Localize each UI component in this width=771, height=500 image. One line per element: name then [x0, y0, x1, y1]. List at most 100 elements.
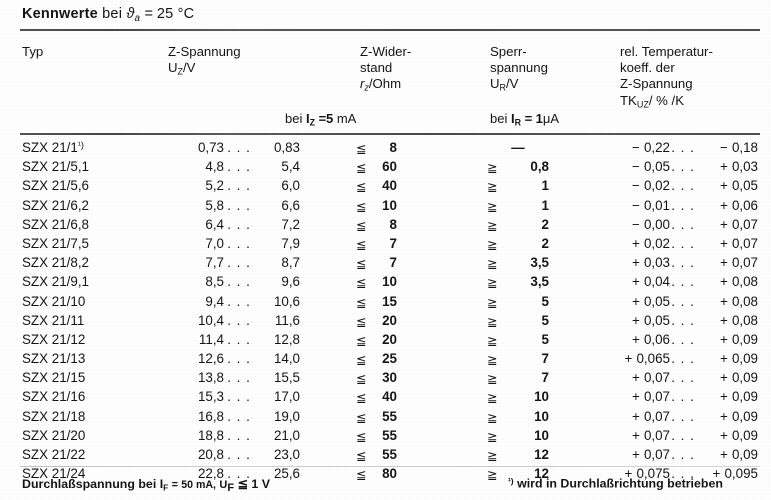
- tk-max-sign: +: [712, 466, 721, 482]
- cell-tk-max: +0,05: [719, 178, 758, 194]
- table-bottom-rule: [20, 466, 760, 467]
- column-header-z-spannung-label: Z-Spannung: [168, 44, 241, 59]
- tk-min-sign: +: [631, 389, 640, 405]
- footnote-symbol2-subscript: F: [227, 482, 235, 495]
- cell-tk-max: +0,09: [719, 427, 758, 443]
- range-dots: . . .: [227, 427, 251, 443]
- cell-rz-value: 55: [382, 408, 397, 424]
- cell-uz-min: 0,73: [197, 140, 224, 155]
- cell-rz-value: 40: [382, 178, 397, 194]
- cell-z-spannung: 5,8. . . 6,6: [180, 198, 332, 213]
- cell-temperaturkoeffizient: +0,06. . . +0,09: [612, 332, 764, 347]
- cell-sperrspannung: ≧ 5: [487, 294, 553, 310]
- greater-or-equal-icon: ≧: [487, 276, 498, 291]
- cell-sperrspannung: ≧ 3,5: [487, 274, 553, 291]
- less-or-equal-icon: ≦: [356, 199, 367, 214]
- cell-z-spannung: 7,0. . . 7,9: [180, 236, 332, 251]
- tk-max-sign: +: [719, 274, 728, 290]
- range-dots: . . .: [227, 408, 251, 424]
- cell-rz-value: 8: [389, 216, 397, 232]
- column-header-sperrspannung-label: Sperr-: [490, 44, 527, 59]
- cell-typ: SZX 21/5,1: [22, 159, 89, 175]
- cell-tk-min: +0,07: [631, 389, 670, 405]
- column-header-tk-label2: koeff. der: [620, 60, 675, 76]
- cell-typ: SZX 21/24: [22, 466, 86, 482]
- cell-uz-max: 19,0: [273, 408, 300, 424]
- cell-z-spannung: 10,4. . . 11,6: [180, 313, 332, 328]
- cell-z-widerstand: ≦ 20: [356, 332, 434, 348]
- range-dots: . . .: [227, 235, 251, 251]
- table-row: SZX 21/6,8 6,4. . . 7,2 ≦ 8 ≧ 2−0,00. . . +0,07: [0, 217, 771, 236]
- cell-uz-max: 9,6: [281, 274, 300, 290]
- cell-tk-max: +0,09: [719, 389, 758, 405]
- cell-rz-value: 25: [382, 351, 397, 367]
- table-row: SZX 21/12 11,4. . . 12,8 ≦ 20 ≧ 5 +0,06. . . +0,…: [0, 332, 771, 351]
- cell-z-spannung: 22,8. . . 25,6: [180, 466, 332, 481]
- cell-z-widerstand: ≦ 80: [356, 466, 434, 483]
- cell-tk-max: −0,18: [719, 140, 758, 155]
- cell-rz-value: 80: [382, 466, 397, 482]
- cell-z-spannung: 6,4. . . 7,2: [180, 217, 332, 232]
- cell-rz-value: 60: [382, 159, 397, 175]
- cell-ur-value: 2: [541, 216, 549, 232]
- cond-ir-subscript: R: [514, 117, 521, 128]
- tk-min-sign: −: [631, 197, 640, 213]
- less-or-equal-icon: ≦: [356, 276, 367, 291]
- cell-uz-min: 13,8: [197, 370, 224, 386]
- cell-uz-max: 21,0: [273, 427, 300, 443]
- cond-iz-bei: bei: [285, 111, 303, 126]
- greater-or-equal-icon: ≧: [487, 372, 498, 387]
- cell-sperrspannung: ≧ 10: [487, 428, 553, 444]
- cell-uz-min: 7,0: [205, 235, 224, 251]
- cell-z-widerstand: ≦ 10: [356, 198, 434, 214]
- cell-z-spannung: 11,4. . . 12,8: [180, 332, 332, 347]
- cell-rz-value: 55: [382, 427, 397, 443]
- less-or-equal-icon: ≦: [356, 468, 367, 483]
- page-title: Kennwerte bei ϑa = 25 °C: [22, 6, 194, 24]
- range-dots: . . .: [671, 293, 695, 309]
- cell-z-spannung: 4,8. . . 5,4: [180, 159, 332, 174]
- cell-temperaturkoeffizient: −0,05. . . +0,03: [612, 159, 764, 174]
- column-header-tk-unit: TKUZ/ % /K: [620, 92, 685, 110]
- cell-z-spannung: 9,4. . . 10,6: [180, 294, 332, 309]
- cell-tk-max: +0,09: [719, 351, 758, 367]
- cell-uz-max: 15,5: [273, 370, 300, 386]
- cell-uz-min: 11,4: [198, 331, 224, 347]
- column-header-sperrspannung: Sperr- spannung UR/V: [490, 44, 548, 96]
- cell-uz-min: 5,8: [205, 197, 224, 213]
- range-dots: . . .: [671, 197, 695, 213]
- tk-max-sign: +: [719, 197, 728, 213]
- footnote-current: 50 mA,: [181, 479, 216, 491]
- range-dots: . . .: [671, 466, 695, 482]
- table-row: SZX 21/6,2 5,8. . . 6,6 ≦ 10 ≧ 1−0,01. . . +0,0…: [0, 198, 771, 217]
- cell-tk-max: +0,08: [719, 293, 758, 309]
- greater-or-equal-icon: ≧: [487, 199, 498, 214]
- footnote-symbol: I: [159, 477, 164, 491]
- cell-ur-value: 7: [541, 351, 549, 367]
- cell-sperrspannung: ≧ 2: [487, 236, 553, 252]
- cell-temperaturkoeffizient: +0,065. . . +0,09: [612, 351, 764, 366]
- cell-ur-not-applicable: —: [511, 140, 525, 155]
- cell-ur-value: 5: [541, 312, 549, 328]
- cell-rz-value: 30: [382, 370, 397, 386]
- cell-uz-max: 11,6: [274, 312, 300, 328]
- cond-ir-value: 1: [535, 111, 543, 126]
- table-row: SZX 21/20 18,8. . . 21,0 ≦ 55 ≧ 10 +0,07. . . +0…: [0, 428, 771, 447]
- cell-rz-value: 7: [389, 235, 397, 251]
- cell-z-widerstand: ≦ 20: [356, 313, 434, 329]
- tk-max-sign: +: [719, 427, 728, 443]
- table-row: SZX 21/16 15,3. . . 17,0 ≦ 40 ≧ 10 +0,07. . . +0…: [0, 389, 771, 408]
- cell-sperrspannung: ≧ 12: [487, 466, 553, 482]
- less-or-equal-icon: ≦: [356, 180, 367, 195]
- cell-tk-min: +0,07: [631, 447, 670, 462]
- range-dots: . . .: [671, 140, 695, 155]
- footnote-durchlassspannung: Durchlaßspannung bei IF = 50 mA, UF ≦ 1 …: [22, 476, 270, 494]
- cell-z-widerstand: ≦ 60: [356, 159, 434, 175]
- tk-min-sign: +: [631, 408, 640, 424]
- footnote-bei: bei: [138, 477, 157, 491]
- theta-subscript: a: [134, 12, 141, 24]
- greater-or-equal-icon: ≧: [487, 295, 498, 310]
- range-dots: . . .: [227, 389, 251, 405]
- greater-or-equal-icon: ≧: [487, 353, 498, 368]
- tk-max-sign: +: [719, 178, 728, 194]
